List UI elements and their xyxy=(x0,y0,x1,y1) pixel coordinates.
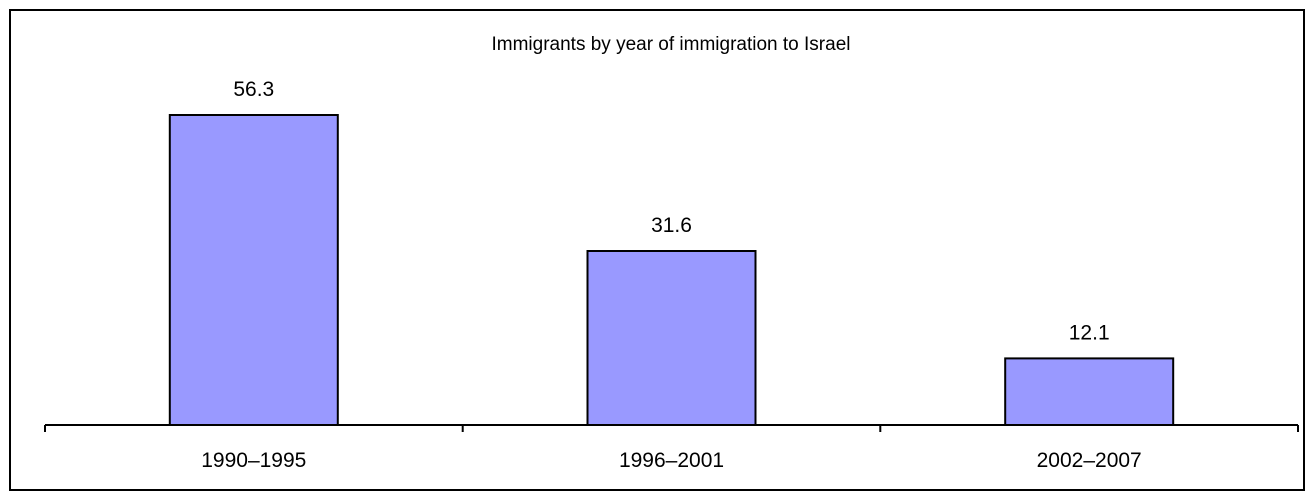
x-axis: 1990–1995 1996–2001 2002–2007 xyxy=(44,424,1299,472)
x-tick-label-2: 2002–2007 xyxy=(1037,449,1142,472)
data-label-0: 56.3 xyxy=(233,78,274,101)
bar-2 xyxy=(1004,357,1175,426)
bars-group: 56.3 31.6 12.1 xyxy=(168,78,1175,426)
x-tick-label-1: 1996–2001 xyxy=(619,449,724,472)
data-label-2: 12.1 xyxy=(1069,321,1110,344)
bar-1 xyxy=(586,250,757,426)
chart-title: Immigrants by year of immigration to Isr… xyxy=(491,34,850,55)
data-label-1: 31.6 xyxy=(651,214,692,237)
bar-0 xyxy=(168,114,339,426)
x-tick-label-0: 1990–1995 xyxy=(201,449,306,472)
